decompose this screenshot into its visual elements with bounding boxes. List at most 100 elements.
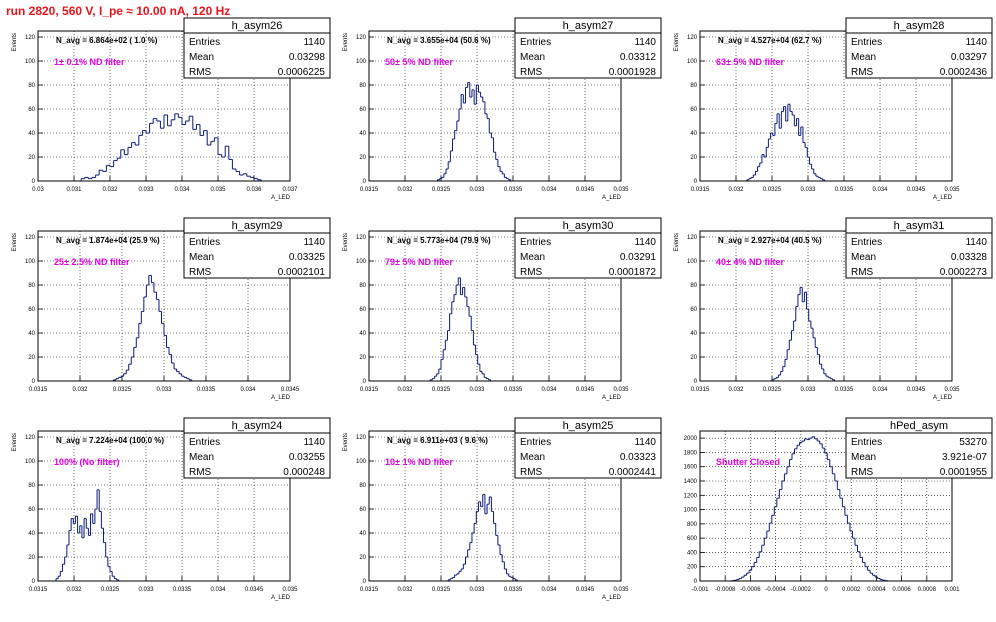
x-axis-label: A_LED [933, 195, 953, 201]
stats-rms-label: RMS [189, 267, 212, 278]
x-tick-label: 0.0345 [245, 587, 264, 593]
stats-entries-label: Entries [851, 37, 882, 48]
stats-rms-value: 0.0002436 [940, 67, 988, 78]
x-tick-label: 0.0325 [113, 387, 132, 393]
x-tick-label: 0.035 [613, 587, 629, 593]
y-tick-label: 80 [28, 83, 35, 89]
stats-box-frame [183, 17, 331, 79]
y-tick-label: 120 [25, 435, 36, 441]
stats-entries-value: 1140 [965, 237, 987, 248]
stats-box: h_asym27 Entries 1140 Mean 0.03312 RMS 0.00019… [514, 17, 662, 79]
histogram-svg: 0.0315 0.032 0.0325 0.033 0.0335 0.034 0.0345 0… [674, 217, 993, 401]
stats-rms-value: 0.000248 [283, 467, 325, 478]
x-tick-label: 0.0335 [835, 187, 854, 193]
x-tick-label: 0.032 [397, 187, 413, 193]
x-tick-label: 0.035 [944, 387, 960, 393]
plot-frame [368, 30, 622, 182]
y-tick-label: 0 [32, 579, 36, 585]
x-tick-label: 0.0315 [360, 587, 379, 593]
x-tick-label: 0.032 [397, 387, 413, 393]
y-tick-label: 1400 [684, 479, 698, 485]
histogram-svg: 0.0315 0.032 0.0325 0.033 0.0335 0.034 0.0345 0… [343, 217, 662, 401]
y-tick-label: 80 [359, 283, 366, 289]
stats-rms-value: 0.0002441 [609, 467, 657, 478]
plot-frame [699, 230, 953, 382]
y-axis-label: Events [343, 233, 349, 251]
y-tick-label: 20 [690, 355, 697, 361]
stats-rms-value: 0.0006225 [278, 67, 326, 78]
stats-rms-value: 0.0001872 [609, 267, 657, 278]
x-tick-label: 0.0335 [197, 387, 216, 393]
x-tick-label: 0.036 [246, 187, 262, 193]
stats-rms-value: 0.0001928 [609, 67, 657, 78]
x-tick-label: 0.031 [66, 187, 82, 193]
x-tick-label: 0.0315 [691, 387, 710, 393]
y-tick-label: 20 [359, 355, 366, 361]
histogram-panel-h_asym25: 0.0315 0.032 0.0325 0.033 0.0335 0.034 0.0345 0… [331, 417, 662, 618]
x-tick-label: 0.032 [72, 387, 88, 393]
stats-mean-label: Mean [851, 52, 876, 63]
x-tick-label: 0.0345 [576, 187, 595, 193]
x-axis-label: A_LED [602, 395, 622, 401]
x-axis-label: A_LED [271, 195, 291, 201]
x-tick-label: 0.0345 [576, 587, 595, 593]
filter-annotation: Shutter Closed [716, 457, 780, 467]
x-tick-label: 0.0335 [173, 587, 192, 593]
x-tick-label: -0.0004 [765, 587, 786, 593]
y-tick-label: 40 [690, 131, 697, 137]
y-tick-label: 60 [359, 107, 366, 113]
y-tick-label: 40 [359, 131, 366, 137]
y-tick-label: 0 [694, 179, 698, 185]
y-tick-label: 40 [28, 531, 35, 537]
x-tick-label: 0.033 [138, 187, 154, 193]
histogram-svg: 0.0315 0.032 0.0325 0.033 0.0335 0.034 0.0345 0… [12, 417, 331, 601]
x-tick-label: 0.0325 [432, 587, 451, 593]
stats-box-frame [514, 17, 662, 79]
y-tick-label: 100 [356, 459, 367, 465]
stats-mean-value: 0.03297 [951, 52, 988, 63]
filter-annotation: 79± 5% ND filter [385, 257, 453, 267]
navg-label: N_avg = 1.874e+04 (25.9 %) [56, 236, 160, 245]
x-tick-label: 0.0325 [432, 187, 451, 193]
y-tick-label: 60 [690, 107, 697, 113]
stats-box: hPed_asym Entries 53270 Mean 3.921e-07 RMS 0.0… [845, 417, 993, 479]
stats-rms-value: 0.0002273 [940, 267, 988, 278]
stats-mean-value: 0.03298 [289, 52, 326, 63]
y-tick-label: 100 [25, 259, 36, 265]
stats-mean-value: 0.03325 [289, 252, 326, 263]
x-tick-label: 0.0315 [29, 387, 48, 393]
histogram-panel-h_asym28: 0.0315 0.032 0.0325 0.033 0.0335 0.034 0.0345 0… [662, 17, 993, 218]
x-tick-label: 0.035 [282, 587, 298, 593]
stats-box-frame [183, 217, 331, 279]
y-tick-label: 600 [687, 536, 698, 542]
x-tick-label: 0.033 [138, 587, 154, 593]
stats-box-frame [845, 17, 993, 79]
x-tick-label: 0.0004 [867, 587, 886, 593]
x-tick-label: 0.034 [872, 387, 888, 393]
y-tick-label: 1000 [684, 508, 698, 514]
navg-label: N_avg = 6.911e+03 ( 9.6 %) [387, 436, 488, 445]
y-tick-label: 100 [25, 59, 36, 65]
x-tick-label: 0.001 [944, 587, 960, 593]
x-tick-label: 0.0335 [504, 387, 523, 393]
x-tick-label: -0.0002 [791, 587, 812, 593]
stats-entries-value: 1140 [634, 237, 656, 248]
x-tick-label: 0.0325 [763, 187, 782, 193]
plot-frame [37, 30, 291, 182]
y-tick-label: 0 [363, 579, 367, 585]
stats-entries-value: 1140 [303, 237, 325, 248]
stats-box: h_asym28 Entries 1140 Mean 0.03297 RMS 0.00024… [845, 17, 993, 79]
x-tick-label: -0.001 [691, 587, 709, 593]
stats-entries-value: 1140 [303, 437, 325, 448]
y-tick-label: 60 [359, 507, 366, 513]
x-tick-label: 0.034 [210, 587, 226, 593]
stats-entries-label: Entries [520, 237, 551, 248]
stats-entries-value: 1140 [965, 37, 987, 48]
histogram-panel-h_asym31: 0.0315 0.032 0.0325 0.033 0.0335 0.034 0.0345 0… [662, 217, 993, 418]
x-axis-label: A_LED [602, 195, 622, 201]
x-tick-label: 0.0315 [360, 387, 379, 393]
x-tick-label: 0.032 [728, 387, 744, 393]
y-tick-label: 800 [687, 522, 698, 528]
y-tick-label: 60 [359, 307, 366, 313]
y-tick-label: 100 [687, 59, 698, 65]
